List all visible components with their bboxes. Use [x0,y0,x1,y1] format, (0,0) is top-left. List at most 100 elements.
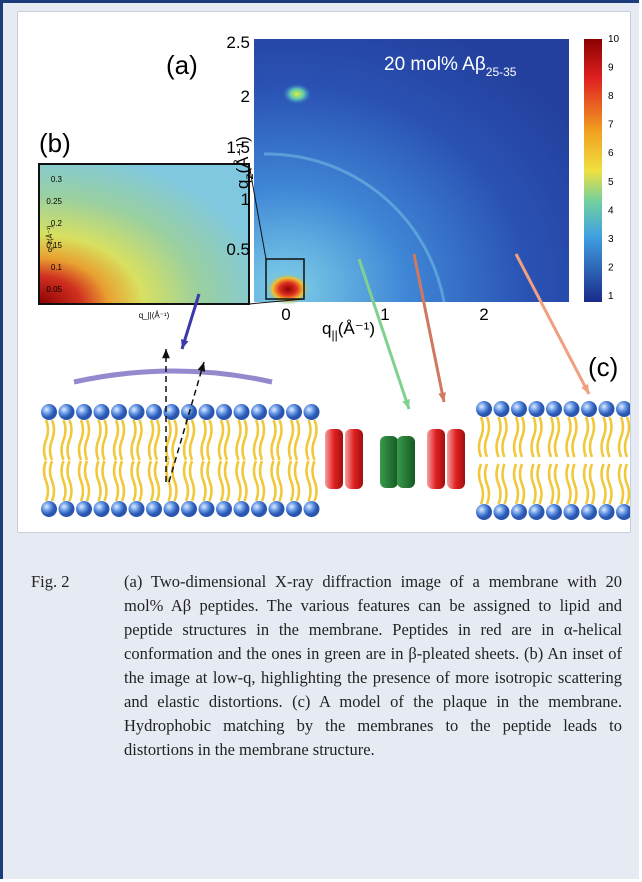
lipid-head [129,404,145,420]
lipid-tail [295,461,299,501]
lipid-tail [313,420,317,460]
colorbar [584,39,602,302]
y-tick-label: 2.5 [226,33,250,52]
lipid-head [599,401,615,417]
colorbar-tick-label: 9 [608,63,614,74]
lipid-tail [584,464,588,504]
lipid-tail [278,461,282,501]
panel-label: (a) [166,50,198,80]
inset-y-tick-label: 0.15 [46,241,62,250]
lipid-tail [497,417,501,457]
panel-label: (b) [39,128,71,158]
lipid-head [564,401,580,417]
lipid-head [146,501,162,517]
lipid-head [111,404,127,420]
lipid-tail [260,420,264,460]
lipid-tail [485,464,489,504]
colorbar-tick-label: 7 [608,120,614,131]
lipid-tail [260,461,264,501]
lipid-tail [167,420,171,460]
alpha-helix [427,429,445,489]
lipid-tail [520,417,524,457]
lipid-tail [237,461,241,501]
lipid-tail [85,461,89,501]
lipid-head [199,404,215,420]
lipid-tail [503,417,507,457]
lipid-head [494,401,510,417]
lipid-tail [619,464,623,504]
lipid-tail [202,461,206,501]
lipid-tail [219,461,223,501]
lipid-head [164,501,180,517]
lipid-tail [62,420,66,460]
lipid-head [581,401,597,417]
lipid-head [546,504,562,520]
lipid-head [76,501,92,517]
lipid-tail [62,461,66,501]
lipid-tail [79,420,83,460]
lipid-tail [485,417,489,457]
lipid-tail [549,464,553,504]
lipid-tail [190,461,194,501]
lipid-head [181,501,197,517]
lipid-tail [584,417,588,457]
lipid-head [286,501,302,517]
lipid-head [94,404,110,420]
lipid-tail [97,461,101,501]
lipid-tail [573,464,577,504]
lipid-tail [538,417,542,457]
lipid-tail [243,461,247,501]
lipid-head [476,504,492,520]
inset-y-tick-label: 0.2 [51,219,63,228]
lipid-tail [295,420,299,460]
x-tick-label: 2 [479,305,488,324]
lipid-head [599,504,615,520]
alpha-helix [325,429,343,489]
lipid-tail [555,464,559,504]
lipid-head [529,504,545,520]
lipid-head [41,404,57,420]
y-tick-label: 2 [241,87,250,106]
lipid-tail [479,417,483,457]
curvature-arc [74,371,272,382]
lipid-tail [103,461,107,501]
lipid-tail [68,461,72,501]
lipid-tail [625,417,629,457]
x-tick-label: 1 [380,305,389,324]
lipid-tail [155,420,159,460]
lipid-head [304,404,320,420]
lipid-tail [50,420,54,460]
bright-spot [283,84,311,104]
lipid-head [251,501,267,517]
lipid-tail [289,420,293,460]
lipid-tail [254,461,258,501]
figure-art: 20 mol% Aβ25-35 (a) (b) (c) qz(Å⁻¹) q||(… [18,12,630,532]
lipid-head [476,401,492,417]
lipid-tail [497,464,501,504]
lipid-tail [120,461,124,501]
lipid-tail [514,417,518,457]
lipid-tail [202,420,206,460]
lipid-tail [132,461,136,501]
figure: 20 mol% Aβ25-35 (a) (b) (c) qz(Å⁻¹) q||(… [17,11,631,533]
lipid-tail [120,420,124,460]
beta-sheet [380,436,398,488]
lipid-tail [225,420,229,460]
lipid-tail [307,461,311,501]
lipid-tail [532,464,536,504]
inset-y-tick-label: 0.05 [46,285,62,294]
lipid-tail [190,420,194,460]
lipid-tail [555,417,559,457]
lipid-head [199,501,215,517]
colorbar-tick-label: 3 [608,234,614,245]
lipid-head [494,504,510,520]
alpha-helix [345,429,363,489]
lipid-tail [237,420,241,460]
lipid-head [616,504,630,520]
y-tick-label: 0.5 [226,240,250,259]
lipid-tail [254,420,258,460]
lipid-tail [44,461,48,501]
lipid-tail [208,461,212,501]
lipid-tail [590,417,594,457]
lipid-head [216,404,232,420]
